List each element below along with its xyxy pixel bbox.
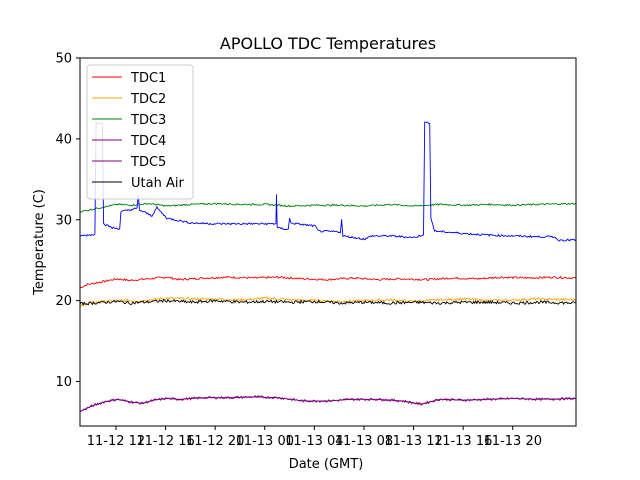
legend-label-tdc2: TDC2	[130, 92, 166, 107]
series-line-tdc2	[80, 296, 576, 308]
y-tick-label: 50	[55, 52, 72, 67]
x-axis-label: Date (GMT)	[289, 457, 364, 472]
plot-frame	[79, 57, 577, 427]
x-tick-label: 11-13 00	[236, 434, 294, 449]
x-tick-label: 11-12 16	[136, 434, 194, 449]
y-axis-label: Temperature (C)	[32, 189, 47, 296]
series-line-utah-air	[80, 298, 576, 307]
y-tick-label: 40	[55, 132, 72, 147]
y-tick-label: 30	[55, 213, 72, 228]
x-tick-label: 11-13 16	[434, 434, 492, 449]
y-tick-label: 10	[55, 375, 72, 390]
series-line-tdc5	[80, 396, 576, 412]
legend-label-utah-air: Utah Air	[131, 176, 184, 191]
chart-title: APOLLO TDC Temperatures	[220, 34, 436, 53]
x-tick-label: 11-13 04	[285, 434, 343, 449]
x-tick-label: 11-13 08	[335, 434, 393, 449]
series-line-tdc1	[80, 275, 576, 289]
y-tick-label: 20	[55, 294, 72, 309]
series-line-utah-air-blue-trace	[80, 121, 576, 242]
series-line-tdc4	[80, 395, 576, 412]
x-tick-label: 11-13 20	[484, 434, 542, 449]
plot-area	[80, 121, 576, 412]
x-tick-label: 11-12 12	[87, 434, 145, 449]
legend-label-tdc3: TDC3	[130, 113, 166, 128]
legend-label-tdc1: TDC1	[130, 71, 166, 86]
legend-label-tdc5: TDC5	[130, 155, 166, 170]
x-tick-label: 11-12 20	[186, 434, 244, 449]
legend-label-tdc4: TDC4	[130, 134, 166, 149]
legend: TDC1 TDC2 TDC3 TDC4 TDC5 Utah Air	[86, 64, 194, 200]
series-line-tdc3	[80, 202, 576, 213]
x-tick-label: 11-13 12	[384, 434, 442, 449]
